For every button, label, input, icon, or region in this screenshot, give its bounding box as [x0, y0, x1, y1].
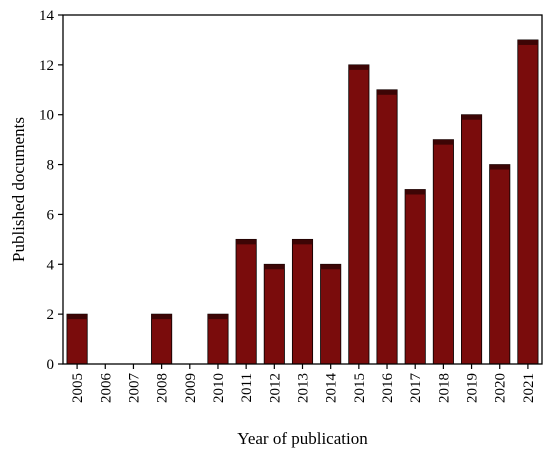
y-tick-label: 0 — [47, 357, 55, 373]
x-tick-label: 2014 — [324, 373, 340, 404]
y-axis-title: Published documents — [9, 117, 28, 262]
x-tick-label: 2017 — [408, 373, 424, 404]
y-tick-label: 10 — [39, 108, 54, 124]
bar-top — [292, 239, 313, 245]
x-tick-label: 2005 — [70, 373, 86, 403]
bar-top — [348, 64, 369, 70]
bar-top — [320, 264, 341, 270]
x-axis-title: Year of publication — [237, 429, 368, 448]
bar-top — [264, 264, 285, 270]
x-tick-label: 2015 — [352, 373, 368, 403]
bars-group — [66, 39, 539, 365]
x-tick-label: 2018 — [436, 373, 452, 403]
y-tick-label: 14 — [39, 8, 55, 24]
bar — [151, 313, 173, 365]
bar — [404, 189, 426, 365]
bar-top — [66, 314, 88, 320]
bar — [517, 39, 539, 365]
bar-top — [461, 114, 482, 120]
bar — [66, 313, 88, 365]
x-tick-label: 2007 — [126, 373, 142, 404]
bar-top — [517, 39, 539, 45]
x-tick-label: 2021 — [521, 373, 537, 403]
y-tick-label: 6 — [47, 207, 55, 223]
plot-frame — [62, 14, 543, 365]
y-tick-label: 12 — [39, 58, 54, 74]
x-tick-label: 2013 — [296, 373, 312, 403]
bar — [291, 238, 314, 365]
bar — [489, 164, 511, 365]
y-tick-label: 4 — [47, 257, 55, 273]
bar — [376, 89, 398, 365]
bar — [263, 263, 285, 365]
bar-top — [207, 314, 229, 320]
x-tick-label: 2010 — [211, 373, 227, 403]
x-axis: 2005 2006 2007 2008 2009 2010 2011 2012 2013 2014… — [70, 364, 537, 403]
bar — [348, 64, 370, 365]
y-axis: 0 2 4 6 8 10 12 14 — [39, 8, 63, 373]
bar — [235, 238, 257, 365]
x-tick-label: 2008 — [155, 373, 171, 403]
bar — [320, 263, 342, 365]
bar — [432, 139, 454, 365]
bar-top — [433, 139, 454, 145]
x-tick-label: 2006 — [98, 373, 114, 404]
y-tick-label: 8 — [47, 158, 55, 174]
x-tick-label: 2011 — [239, 373, 255, 402]
x-tick-label: 2012 — [267, 373, 283, 403]
bar-top — [151, 314, 172, 320]
x-tick-label: 2019 — [465, 373, 481, 403]
bar-top — [405, 189, 426, 195]
x-tick-label: 2016 — [380, 373, 396, 404]
bar — [207, 313, 229, 365]
x-tick-label: 2020 — [493, 373, 509, 403]
bar — [461, 114, 483, 365]
x-tick-label: 2009 — [183, 373, 199, 403]
bar-top — [236, 239, 257, 245]
bar-top — [489, 164, 510, 170]
bar-top — [376, 89, 398, 95]
y-tick-label: 2 — [47, 307, 55, 323]
